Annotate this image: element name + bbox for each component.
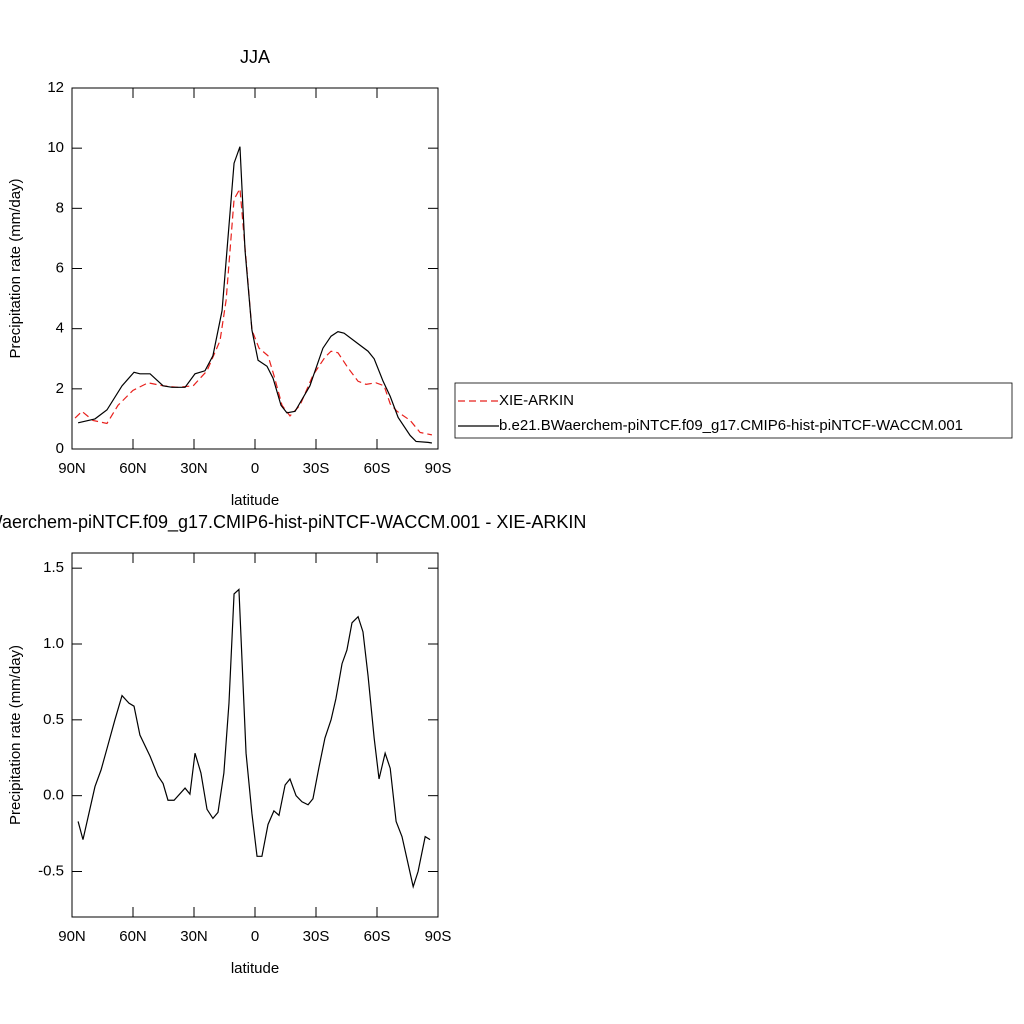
x-tick-label: 0	[251, 460, 259, 477]
x-tick-label: 30N	[180, 928, 208, 945]
legend-box	[454, 382, 1013, 439]
x-tick-label: 30N	[180, 460, 208, 477]
chart-title: JJA	[240, 47, 270, 67]
chart-title: b.e21.BWaerchem-piNTCF.f09_g17.CMIP6-his…	[0, 512, 586, 533]
y-tick-label: 10	[47, 139, 64, 156]
x-tick-label: 60N	[119, 928, 147, 945]
x-tick-label: 30S	[303, 460, 330, 477]
y-tick-label: 0.5	[43, 711, 64, 728]
x-tick-label: 60N	[119, 460, 147, 477]
legend-label: b.e21.BWaerchem-piNTCF.f09_g17.CMIP6-his…	[499, 417, 963, 434]
y-tick-label: 6	[56, 259, 64, 276]
x-tick-label: 60S	[364, 928, 391, 945]
y-tick-label: 0.0	[43, 787, 64, 804]
y-tick-label: 12	[47, 79, 64, 96]
data-line	[77, 588, 431, 889]
y-tick-label: 0	[56, 440, 64, 457]
data-line	[74, 186, 433, 436]
plot-frame	[71, 87, 439, 450]
y-axis-label: Precipitation rate (mm/day)	[7, 645, 24, 825]
plot-frame	[71, 552, 439, 918]
y-tick-label: -0.5	[38, 862, 64, 879]
x-tick-label: 90S	[425, 928, 452, 945]
data-line	[77, 146, 432, 444]
y-tick-label: 1.0	[43, 635, 64, 652]
legend-label: XIE-ARKIN	[499, 392, 574, 409]
y-tick-label: 1.5	[43, 559, 64, 576]
x-tick-label: 60S	[364, 460, 391, 477]
x-tick-label: 90N	[58, 460, 86, 477]
x-tick-label: 90S	[425, 460, 452, 477]
y-tick-label: 4	[56, 320, 64, 337]
y-tick-label: 8	[56, 199, 64, 216]
x-axis-label: latitude	[231, 960, 279, 977]
x-tick-label: 90N	[58, 928, 86, 945]
x-axis-label: latitude	[231, 492, 279, 509]
y-axis-label: Precipitation rate (mm/day)	[7, 178, 24, 358]
x-tick-label: 30S	[303, 928, 330, 945]
x-tick-label: 0	[251, 928, 259, 945]
y-tick-label: 2	[56, 380, 64, 397]
